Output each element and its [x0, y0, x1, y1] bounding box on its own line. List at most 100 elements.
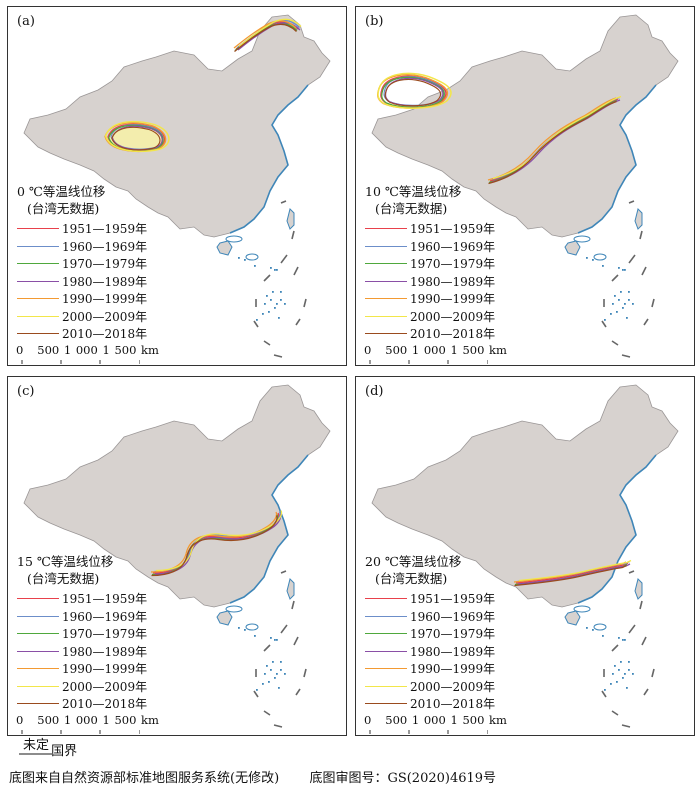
legend-swatch — [17, 668, 59, 670]
island-dot — [274, 677, 276, 679]
legend-item: 1951—1959年 — [365, 590, 495, 608]
legend-label: 1990—1999年 — [62, 292, 148, 307]
review-number: 底图审图号：GS(2020)4619号 — [309, 771, 497, 786]
island-dot — [614, 665, 616, 667]
island-dot — [620, 291, 622, 293]
isotherm-2000—2009年 — [518, 559, 632, 582]
legend-item: 1970—1979年 — [365, 255, 495, 273]
scale-bar: 0 500 1 000 1 500 km — [364, 343, 507, 364]
island-dot — [266, 295, 268, 297]
island-dot — [274, 639, 276, 641]
isotherm-2000—2009年 — [377, 72, 452, 109]
hainan-island — [216, 240, 233, 256]
legend-item: 2000—2009年 — [365, 308, 495, 326]
sea-boundary-dash — [253, 690, 259, 698]
legend-label: 1951—1959年 — [62, 222, 148, 237]
isotherm-2010—2018年 — [234, 23, 297, 53]
legend-item: 1951—1959年 — [17, 590, 147, 608]
island-dot — [280, 299, 282, 301]
isotherm-lines-b — [376, 72, 622, 185]
scale-label: 0 500 1 000 1 500 km — [16, 343, 159, 357]
sea-boundary-dash — [273, 354, 283, 358]
legend-title-line2: (台湾无数据) — [375, 571, 448, 586]
island-dot — [270, 299, 272, 301]
legend-label: 1951—1959年 — [62, 592, 148, 607]
island-dot — [624, 673, 626, 675]
scale-bar: 0 500 1 000 1 500 km — [16, 713, 159, 734]
island-dot — [284, 673, 286, 675]
legend-swatch — [365, 228, 407, 230]
panel-label: (d) — [365, 384, 384, 399]
lake-outline — [245, 253, 259, 261]
island-dot — [610, 313, 612, 315]
legend-swatch — [17, 703, 59, 705]
scale-label: 0 500 1 000 1 500 km — [364, 713, 507, 727]
legend-title-line1: 15 ℃等温线位移 — [17, 554, 114, 569]
lake-outline — [593, 253, 607, 261]
legend-item: 1990—1999年 — [17, 660, 147, 678]
china-map-b — [371, 14, 679, 358]
island-dot — [618, 637, 620, 639]
legend-title-line1: 20 ℃等温线位移 — [365, 554, 462, 569]
sea-boundary-dash — [611, 710, 619, 716]
legend-item: 2010—2018年 — [17, 695, 147, 713]
island-dot — [612, 673, 614, 675]
south-sea-islands — [573, 235, 634, 321]
legend-label: 1990—1999年 — [410, 292, 496, 307]
sea-boundary-dash — [611, 340, 619, 346]
isotherm-2010—2018年 — [488, 100, 617, 185]
legend-swatch — [365, 615, 407, 617]
map-panel-d: (d) 20 ℃等温线位移 (台湾无数据) 1951—1959年 1960—1969年 1… — [355, 376, 695, 736]
legend-swatch — [365, 703, 407, 705]
hainan-island — [216, 610, 233, 626]
legend-label: 1970—1979年 — [410, 627, 496, 642]
sea-boundary-dash — [621, 724, 631, 728]
legend-swatch — [17, 685, 59, 687]
isotherm-2000—2009年 — [104, 120, 170, 153]
legend-label: 1990—1999年 — [410, 662, 496, 677]
legend-swatch — [17, 650, 59, 652]
island-dot — [604, 319, 606, 321]
panel-label: (a) — [17, 14, 35, 29]
legend-label: 1980—1989年 — [410, 644, 496, 659]
sea-boundary-dash — [628, 570, 635, 574]
scale-bar-graphic — [21, 730, 140, 734]
taiwan-island — [634, 208, 643, 230]
island-dot — [626, 317, 628, 319]
legend-title-line2: (台湾无数据) — [27, 201, 100, 216]
national-boundary-label: 国界 — [51, 744, 78, 759]
island-dot — [256, 319, 258, 321]
island-dot — [622, 269, 624, 271]
isotherm-2010—2018年 — [384, 78, 442, 107]
south-sea-islands — [225, 605, 286, 691]
taiwan-island — [634, 578, 643, 600]
legend-title-line1: 10 ℃等温线位移 — [365, 184, 462, 199]
sea-boundary-dash — [273, 724, 283, 728]
sea-boundary-dash — [293, 266, 299, 276]
legend-swatch — [365, 598, 407, 600]
isotherm-1970—1979年 — [381, 76, 445, 108]
legend-item: 1980—1989年 — [365, 643, 495, 661]
legend-swatch — [365, 315, 407, 317]
legend-swatch — [365, 333, 407, 335]
sea-boundary-dash — [263, 710, 271, 716]
island-dot — [280, 661, 282, 663]
china-map-c — [23, 384, 331, 728]
legend-swatch — [17, 633, 59, 635]
sea-boundary-dash — [651, 668, 655, 678]
sea-boundary-dash — [639, 600, 643, 610]
legend-label: 2010—2018年 — [410, 327, 496, 342]
legend-item: 2000—2009年 — [17, 308, 147, 326]
lake-outline — [573, 605, 591, 613]
island-dot — [256, 689, 258, 691]
legend-item: 2000—2009年 — [365, 678, 495, 696]
island-dot — [632, 303, 634, 305]
lake-outline — [225, 235, 243, 243]
nine-dash-line — [253, 570, 307, 728]
legend-item: 1980—1989年 — [17, 273, 147, 291]
sea-boundary-dash — [628, 624, 636, 634]
isotherm-2010—2018年 — [514, 564, 627, 587]
sea-boundary-dash — [601, 690, 607, 698]
isotherm-fill — [108, 124, 165, 151]
sea-boundary-dash — [611, 644, 619, 652]
